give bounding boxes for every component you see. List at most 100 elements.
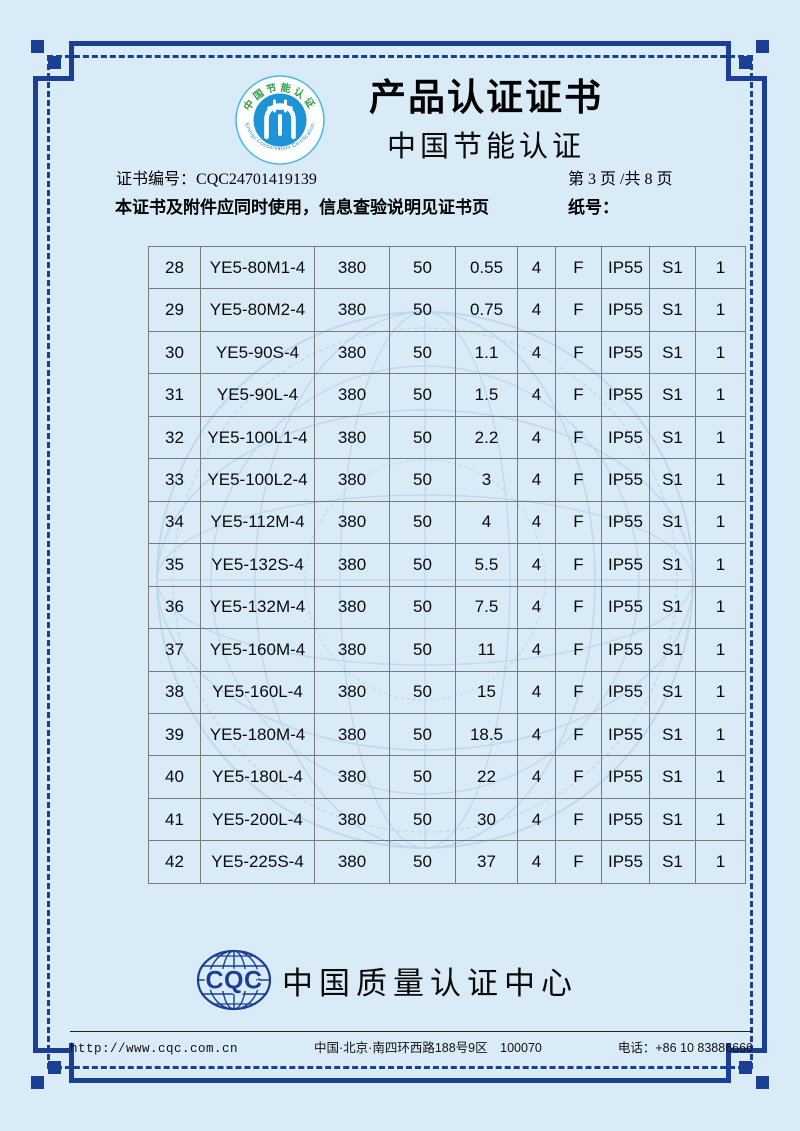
table-cell: 380: [314, 840, 390, 884]
table-cell: 33: [148, 458, 201, 502]
table-cell: 34: [148, 500, 201, 545]
website-link[interactable]: http://www.cqc.com.cn: [70, 1042, 239, 1056]
table-row: 38 YE5-160L-4 380 50 15 4 F IP55 S1 1: [148, 670, 746, 714]
table-cell: IP55: [601, 415, 650, 460]
energy-conservation-logo: 中国节能认证 Energy Conservation Certification: [235, 75, 325, 165]
table-cell: 4: [517, 288, 556, 332]
frame-top-bar: [69, 41, 731, 46]
table-cell: 1: [695, 585, 746, 630]
table-cell: 50: [389, 840, 456, 884]
table-cell: 39: [148, 712, 201, 757]
table-cell: 4: [517, 543, 556, 587]
page-subtitle: 中国节能认证: [386, 130, 585, 163]
table-row: 31 YE5-90L-4 380 50 1.5 4 F IP55 S1 1: [148, 373, 746, 417]
table-cell: 50: [389, 712, 456, 757]
table-cell: YE5-80M2-4: [200, 288, 315, 332]
paper-no-label: 纸号：: [568, 198, 619, 217]
table-cell: 18.5: [455, 712, 518, 757]
table-cell: 5.5: [455, 543, 518, 587]
table-cell: 2.2: [455, 415, 518, 460]
table-cell: 380: [314, 245, 390, 290]
table-cell: YE5-100L2-4: [200, 458, 315, 502]
table-cell: F: [555, 670, 602, 714]
table-cell: 380: [314, 755, 390, 799]
table-cell: 380: [314, 458, 390, 502]
table-cell: 28: [148, 245, 201, 290]
table-cell: 50: [389, 373, 456, 417]
table-cell: 1: [695, 373, 746, 417]
frame-corner-step: [69, 41, 74, 81]
table-cell: F: [555, 500, 602, 545]
table-cell: 4: [517, 628, 556, 672]
table-cell: 37: [455, 840, 518, 884]
motor-spec-table: 28 YE5-80M1-4 380 50 0.55 4 F IP55 S1 1 29 YE5-80M2…: [148, 245, 746, 884]
page-indicator: 第 3 页 /共 8 页: [568, 171, 673, 188]
table-cell: S1: [649, 670, 696, 714]
table-cell: 380: [314, 543, 390, 587]
table-cell: 380: [314, 628, 390, 672]
table-cell: 1: [695, 628, 746, 672]
table-cell: 1.5: [455, 373, 518, 417]
table-cell: F: [555, 543, 602, 587]
table-cell: IP55: [601, 797, 650, 842]
table-cell: F: [555, 458, 602, 502]
frame-corner-square: [756, 40, 769, 53]
table-row: 30 YE5-90S-4 380 50 1.1 4 F IP55 S1 1: [148, 330, 746, 375]
table-cell: F: [555, 797, 602, 842]
frame-corner-step: [33, 1048, 74, 1053]
table-row: 39 YE5-180M-4 380 50 18.5 4 F IP55 S1 1: [148, 712, 746, 757]
footer-divider: [70, 1031, 753, 1032]
table-cell: YE5-90S-4: [200, 330, 315, 375]
table-cell: 50: [389, 415, 456, 460]
table-cell: 4: [517, 755, 556, 799]
table-cell: 1: [695, 712, 746, 757]
table-cell: S1: [649, 500, 696, 545]
table-cell: 1: [695, 543, 746, 587]
table-cell: F: [555, 373, 602, 417]
table-row: 32 YE5-100L1-4 380 50 2.2 4 F IP55 S1 1: [148, 415, 746, 460]
table-cell: IP55: [601, 288, 650, 332]
table-cell: 380: [314, 415, 390, 460]
table-cell: 1.1: [455, 330, 518, 375]
table-row: 34 YE5-112M-4 380 50 4 4 F IP55 S1 1: [148, 500, 746, 545]
table-cell: 4: [517, 373, 556, 417]
table-cell: 50: [389, 245, 456, 290]
frame-corner-square: [48, 56, 61, 69]
table-cell: 32: [148, 415, 201, 460]
table-cell: 380: [314, 288, 390, 332]
table-cell: YE5-100L1-4: [200, 415, 315, 460]
table-cell: 1: [695, 500, 746, 545]
table-cell: YE5-90L-4: [200, 373, 315, 417]
table-cell: YE5-160L-4: [200, 670, 315, 714]
certificate-meta-row: 证书编号：CQC24701419139 第 3 页 /共 8 页: [116, 165, 756, 189]
address-text: 中国·北京·南四环西路188号9区 100070: [314, 1041, 542, 1055]
table-cell: 22: [455, 755, 518, 799]
table-cell: F: [555, 712, 602, 757]
table-cell: 50: [389, 330, 456, 375]
frame-corner-square: [739, 1061, 752, 1074]
table-cell: 380: [314, 670, 390, 714]
table-cell: 380: [314, 330, 390, 375]
table-row: 37 YE5-160M-4 380 50 11 4 F IP55 S1 1: [148, 628, 746, 672]
table-cell: 4: [517, 245, 556, 290]
table-cell: 29: [148, 288, 201, 332]
table-cell: S1: [649, 245, 696, 290]
table-cell: IP55: [601, 585, 650, 630]
table-cell: F: [555, 330, 602, 375]
table-cell: 4: [517, 585, 556, 630]
table-cell: 50: [389, 797, 456, 842]
table-cell: 4: [517, 330, 556, 375]
table-cell: 4: [517, 415, 556, 460]
table-cell: YE5-132S-4: [200, 543, 315, 587]
table-cell: 4: [455, 500, 518, 545]
table-cell: 38: [148, 670, 201, 714]
cert-no-label: 证书编号：: [116, 171, 197, 188]
table-cell: IP55: [601, 500, 650, 545]
frame-corner-step: [726, 1043, 731, 1083]
table-cell: S1: [649, 840, 696, 884]
table-cell: 1: [695, 245, 746, 290]
table-cell: 15: [455, 670, 518, 714]
table-cell: IP55: [601, 458, 650, 502]
table-cell: 50: [389, 628, 456, 672]
frame-corner-step: [726, 1048, 767, 1053]
